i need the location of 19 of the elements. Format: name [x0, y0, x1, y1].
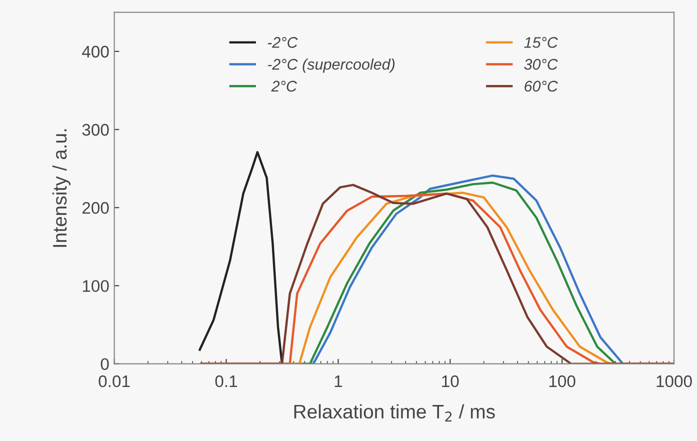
- y-tick-label: 300: [82, 124, 109, 136]
- x-tick-label: 10: [442, 375, 459, 388]
- x-tick-label: 100: [549, 375, 576, 388]
- y-tick-label: 100: [82, 280, 109, 292]
- legend-label: 60°C: [524, 80, 558, 92]
- x-tick-label: 0.1: [215, 375, 238, 388]
- y-tick-label: 200: [82, 202, 109, 214]
- y-tick-label: 0: [100, 358, 109, 370]
- legend-label: -2°C: [268, 37, 298, 48]
- y-axis-title: Intensity / a.u.: [52, 129, 71, 247]
- legend-label: 30°C: [524, 58, 558, 70]
- x-tick-label: 1000: [656, 375, 692, 388]
- x-axis-title: Relaxation time T$_{2}$ / ms: [294, 404, 495, 422]
- x-tick-label: 1: [334, 376, 342, 388]
- legend-label: 2°C: [271, 80, 298, 92]
- legend-label: -2°C (supercooled): [268, 58, 395, 73]
- x-tick-label: 0.01: [98, 375, 130, 388]
- y-tick-label: 400: [82, 46, 109, 58]
- legend-label: 15°C: [524, 37, 558, 48]
